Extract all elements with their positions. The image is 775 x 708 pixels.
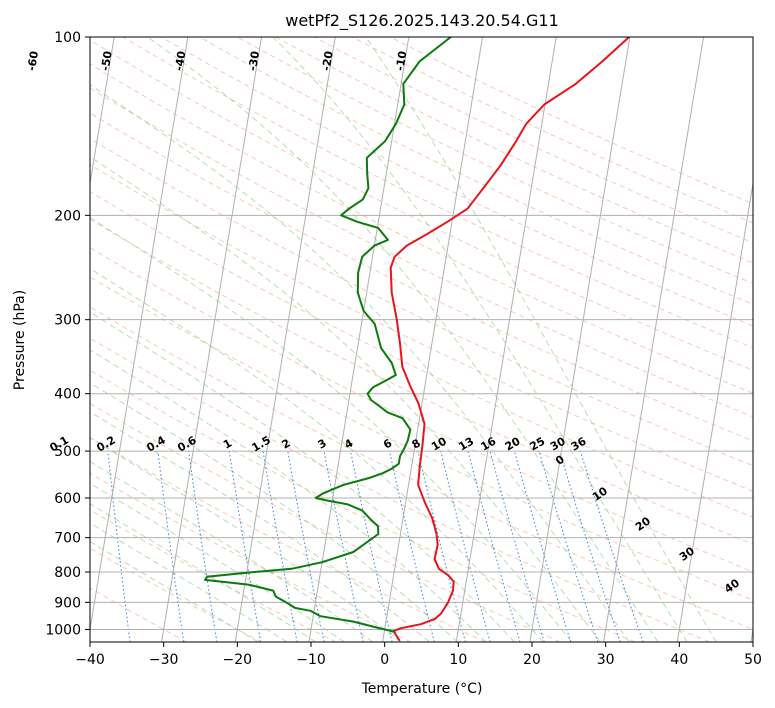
dry-adiabat xyxy=(199,37,753,305)
dry-adiabat xyxy=(90,337,710,642)
dry-adiabat xyxy=(90,87,753,418)
mixing-ratio-line xyxy=(559,450,621,642)
mixing-ratio-line xyxy=(467,450,521,642)
grid-layer xyxy=(90,37,753,642)
mixing-ratio-line xyxy=(489,450,545,642)
x-axis-label: Temperature (°C) xyxy=(361,681,483,697)
dry-adiabat xyxy=(90,509,337,642)
isotherm-label: -20 xyxy=(320,50,336,72)
x-tick-label: 0 xyxy=(380,652,389,668)
mixing-ratio-line xyxy=(323,451,364,642)
y-axis-label: Pressure (hPa) xyxy=(12,290,28,390)
moist-adiabat xyxy=(90,382,458,642)
isotherm-label: -40 xyxy=(172,50,188,72)
x-tick-label: −20 xyxy=(223,652,253,668)
moist-adiabat xyxy=(90,349,487,642)
x-tick-label: 30 xyxy=(597,652,615,668)
y-tick-label: 1000 xyxy=(45,622,81,638)
moist-adiabat xyxy=(90,84,630,642)
dry-adiabat xyxy=(90,39,753,371)
x-tick-label: −10 xyxy=(296,652,326,668)
isotherm-line xyxy=(529,37,631,642)
x-tick-label: 50 xyxy=(744,652,762,668)
y-tick-label: 100 xyxy=(54,30,81,46)
isotherm-line xyxy=(455,37,557,642)
x-tick-label: 40 xyxy=(670,652,688,668)
x-tick-label: 20 xyxy=(523,652,541,668)
mixing-ratio-line xyxy=(287,451,325,642)
isotherm-line xyxy=(308,37,410,642)
moist-adiabat xyxy=(90,482,345,642)
dry-adiabat xyxy=(90,164,753,492)
moist-adiabat xyxy=(272,37,688,642)
dry-adiabat xyxy=(90,437,486,642)
data-layer xyxy=(204,37,630,642)
mixing-ratio-line xyxy=(579,450,644,642)
isotherm-line xyxy=(161,37,263,642)
moist-adiabat xyxy=(90,522,288,642)
mixing-ratio-line xyxy=(513,450,572,642)
moist-adiabat xyxy=(90,541,259,642)
isotherm-line xyxy=(603,37,705,642)
x-tick-label: 10 xyxy=(449,652,467,668)
mixing-ratio-line xyxy=(157,451,185,642)
y-tick-label: 800 xyxy=(54,565,81,581)
dry-adiabat xyxy=(122,37,753,349)
moist-adiabat xyxy=(90,267,544,642)
y-tick-label: 700 xyxy=(54,531,81,547)
y-tick-label: 400 xyxy=(54,387,81,403)
y-tick-label: 200 xyxy=(54,208,81,224)
y-tick-label: 600 xyxy=(54,491,81,507)
chart-title: wetPf2_S126.2025.143.20.54.G11 xyxy=(285,11,559,31)
moist-adiabat xyxy=(90,437,402,642)
plot-background xyxy=(90,37,753,642)
label-layer: -100-90-80-70-60-50-40-30-20-100.10.20.4… xyxy=(25,50,742,596)
moist-adiabat xyxy=(90,156,601,642)
isotherm-label: -60 xyxy=(25,50,41,72)
y-tick-label: 300 xyxy=(54,313,81,329)
moist-adiabat xyxy=(90,216,572,642)
isotherm-line xyxy=(750,626,753,642)
temperature-profile xyxy=(389,37,630,642)
dewpoint-profile xyxy=(204,37,452,633)
isotherm-line xyxy=(90,37,115,187)
mixing-ratio-line xyxy=(188,451,218,642)
moist-adiabat xyxy=(90,460,373,642)
plot-frame xyxy=(89,36,754,643)
isotherm-line xyxy=(382,37,484,642)
mixing-ratio-line xyxy=(417,450,466,642)
y-tick-label: 500 xyxy=(54,444,81,460)
y-tick-label: 900 xyxy=(54,595,81,611)
dry-adiabat xyxy=(90,402,561,642)
dry-adiabat xyxy=(90,276,753,601)
isotherm-line xyxy=(234,37,336,642)
isotherm-label: -30 xyxy=(246,50,262,72)
mixing-ratio-line xyxy=(389,450,435,642)
dry-adiabat xyxy=(90,137,753,467)
x-tick-label: −40 xyxy=(75,652,105,668)
isotherm-label: -10 xyxy=(393,50,409,72)
x-tick-label: −30 xyxy=(149,652,179,668)
moist-adiabat xyxy=(365,37,717,642)
tick-layer: −40 −30 −20 −10 0 10 20 30 40 50 100 200 300 400 500 60… xyxy=(45,30,762,668)
dry-adiabat xyxy=(90,306,753,630)
mixing-ratio-line xyxy=(538,450,599,642)
moist-adiabat xyxy=(147,37,659,642)
dry-adiabat xyxy=(90,191,753,518)
isotherm-line xyxy=(90,37,189,633)
isotherm-label: -50 xyxy=(99,50,115,72)
isotherm-line xyxy=(676,180,753,642)
